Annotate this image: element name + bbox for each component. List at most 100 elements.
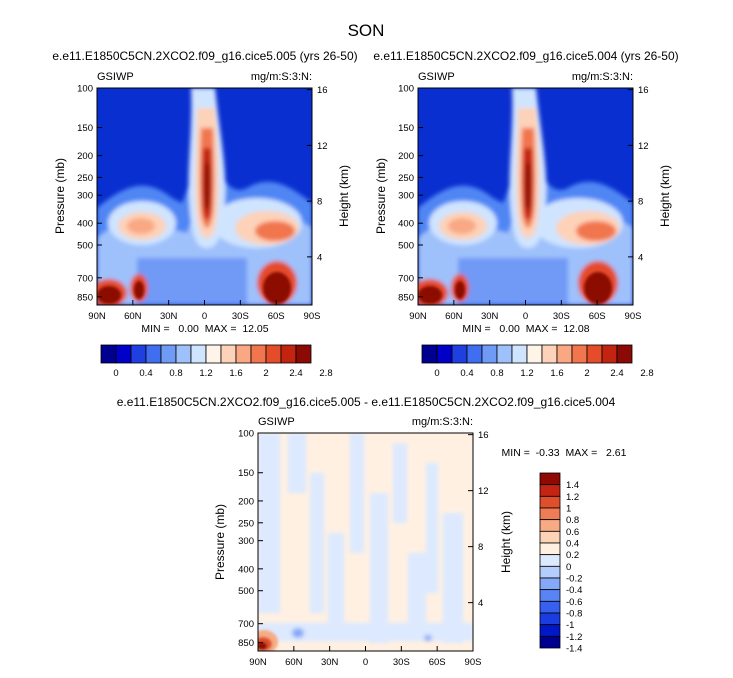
colorbar-swatch <box>556 344 573 364</box>
y-tick-label: 400 <box>77 219 93 230</box>
colorbar-swatch <box>539 635 561 649</box>
colorbar-swatch <box>496 344 513 364</box>
colorbar-swatch <box>511 344 528 364</box>
panel-right-field <box>418 88 633 305</box>
x-tick-label: 30N <box>160 311 178 322</box>
y-tick-label: 300 <box>238 536 254 547</box>
panel-right-ylabel: Pressure (mb) <box>374 158 388 234</box>
colorbar-swatch <box>539 519 561 532</box>
panel-left-axes: 90N 60N 30N 0 30S 60S 90S 100 150 200 250 300 400 500… <box>77 84 327 323</box>
x-tick-label: 90S <box>304 311 321 322</box>
panel-diff-minmax: MIN = -0.33 MAX = 2.61 <box>502 447 627 459</box>
colorbar-diff: 1.41.210.80.60.40.20-0.2-0.4-0.6-0.8-1-1… <box>539 472 582 655</box>
y-tick-label: 400 <box>398 219 414 230</box>
colorbar-label: 1.2 <box>520 368 533 379</box>
y-tick-label: 850 <box>398 292 414 303</box>
colorbar-label: 1.6 <box>550 368 563 379</box>
panel-left-units-label: mg/m:S:3:N: <box>251 71 312 83</box>
x-tick-label: 30N <box>321 657 339 668</box>
colorbar-swatch <box>451 344 468 364</box>
colorbar-label: 0.8 <box>566 515 579 526</box>
y2-tick-label: 12 <box>478 486 489 497</box>
colorbar-label: 0.8 <box>169 368 182 379</box>
x-tick-label: 60N <box>445 311 463 322</box>
x-tick-label: 60N <box>124 311 142 322</box>
panel-right-minmax: MIN = 0.00 MAX = 12.08 <box>462 323 589 335</box>
colorbar-swatch <box>160 344 177 364</box>
x-tick-label: 30S <box>393 657 410 668</box>
y-tick-label: 700 <box>77 273 93 284</box>
colorbar-swatch <box>280 344 297 364</box>
colorbar-label: 0 <box>434 368 439 379</box>
y-tick-label: 850 <box>77 292 93 303</box>
panel-right-y2label: Height (km) <box>658 165 672 227</box>
panel-left-ylabel: Pressure (mb) <box>53 158 67 234</box>
y-tick-label: 150 <box>77 123 93 134</box>
colorbar-label: 0 <box>113 368 118 379</box>
page-title: SON <box>348 21 385 40</box>
y-tick-label: 500 <box>77 240 93 251</box>
y2-tick-label: 4 <box>638 252 643 263</box>
colorbar-swatch <box>145 344 162 364</box>
colorbar-label: 2.4 <box>289 368 302 379</box>
colorbar-label: 1.6 <box>229 368 242 379</box>
colorbar-label: -0.4 <box>566 585 582 596</box>
panel-diff-units-label: mg/m:S:3:N: <box>412 416 473 428</box>
panel-diff-title: e.e11.E1850C5CN.2XCO2.f09_g16.cice5.005 … <box>117 395 616 409</box>
colorbar-label: 2.8 <box>319 368 332 379</box>
colorbar-swatch <box>190 344 207 364</box>
y-tick-label: 100 <box>398 84 414 95</box>
y-tick-label: 500 <box>238 586 254 597</box>
panel-diff-ylabel: Pressure (mb) <box>213 504 227 580</box>
colorbar-label: 0.2 <box>566 550 579 561</box>
y-tick-label: 150 <box>398 123 414 134</box>
x-tick-label: 60S <box>268 311 285 322</box>
panel-left-y2label: Height (km) <box>337 165 351 227</box>
panel-diff-field <box>258 433 473 651</box>
panel-right: e.e11.E1850C5CN.2XCO2.f09_g16.cice5.004 … <box>373 49 678 335</box>
y2-tick-label: 4 <box>478 598 483 609</box>
x-tick-label: 90S <box>625 311 642 322</box>
panel-right-title: e.e11.E1850C5CN.2XCO2.f09_g16.cice5.004 … <box>373 49 678 63</box>
x-tick-label: 30N <box>481 311 499 322</box>
panel-diff-axes: 90N 60N 30N 0 30S 60S 90S 100 150 200 250 300 400 500… <box>238 429 488 669</box>
y2-tick-label: 16 <box>478 430 489 441</box>
y2-tick-label: 8 <box>317 197 322 208</box>
panel-diff: e.e11.E1850C5CN.2XCO2.f09_g16.cice5.005 … <box>117 395 627 668</box>
x-tick-label: 90N <box>88 311 106 322</box>
x-tick-label: 90S <box>465 657 482 668</box>
colorbar-swatch <box>100 344 117 364</box>
colorbar-swatch <box>571 344 588 364</box>
colorbar-label: -1.2 <box>566 632 582 643</box>
panel-left-variable-label: GSIWP <box>97 71 134 83</box>
colorbar-swatch <box>295 344 312 364</box>
x-tick-label: 60S <box>429 657 446 668</box>
y2-tick-label: 16 <box>638 85 649 96</box>
colorbar-swatch <box>539 530 561 544</box>
colorbar-label: -0.6 <box>566 597 582 608</box>
colorbar-label: 2.4 <box>610 368 623 379</box>
panel-left-title: e.e11.E1850C5CN.2XCO2.f09_g16.cice5.005 … <box>52 49 357 63</box>
colorbar-swatch <box>175 344 192 364</box>
y2-tick-label: 12 <box>317 141 328 152</box>
panel-right-axes: 90N 60N 30N 0 30S 60S 90S 100 150 200 250 300 400 500… <box>398 84 648 323</box>
y-tick-label: 700 <box>238 619 254 630</box>
y2-tick-label: 8 <box>638 197 643 208</box>
colorbar-label: -0.8 <box>566 609 582 620</box>
colorbar-swatch <box>526 344 543 364</box>
colorbar-label: -1.4 <box>566 644 582 655</box>
colorbar-swatch <box>539 624 561 637</box>
colorbar-swatch <box>601 344 618 364</box>
colorbar-swatch <box>539 577 561 591</box>
y-tick-label: 250 <box>398 173 414 184</box>
y-tick-label: 150 <box>238 468 254 479</box>
y-tick-label: 100 <box>238 429 254 440</box>
colorbar-swatch <box>539 507 561 521</box>
x-tick-label: 0 <box>202 311 207 322</box>
colorbar-swatch <box>539 589 561 602</box>
colorbar-label: -1 <box>566 620 574 631</box>
colorbar-label: 0.4 <box>566 539 579 550</box>
y2-tick-label: 16 <box>317 85 328 96</box>
colorbar-swatch <box>421 344 438 364</box>
